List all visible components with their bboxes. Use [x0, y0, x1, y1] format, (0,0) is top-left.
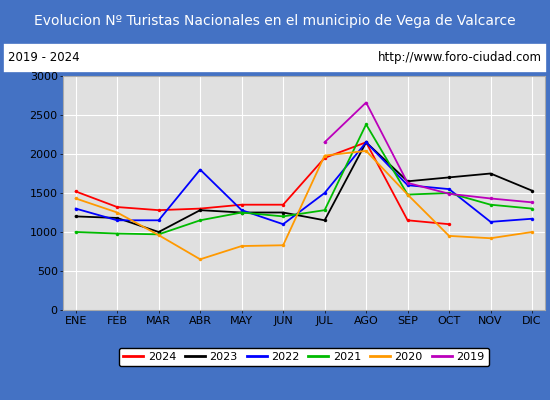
Text: Evolucion Nº Turistas Nacionales en el municipio de Vega de Valcarce: Evolucion Nº Turistas Nacionales en el m…	[34, 14, 516, 28]
Text: http://www.foro-ciudad.com: http://www.foro-ciudad.com	[378, 51, 542, 64]
Text: 2019 - 2024: 2019 - 2024	[8, 51, 80, 64]
Legend: 2024, 2023, 2022, 2021, 2020, 2019: 2024, 2023, 2022, 2021, 2020, 2019	[119, 348, 489, 366]
